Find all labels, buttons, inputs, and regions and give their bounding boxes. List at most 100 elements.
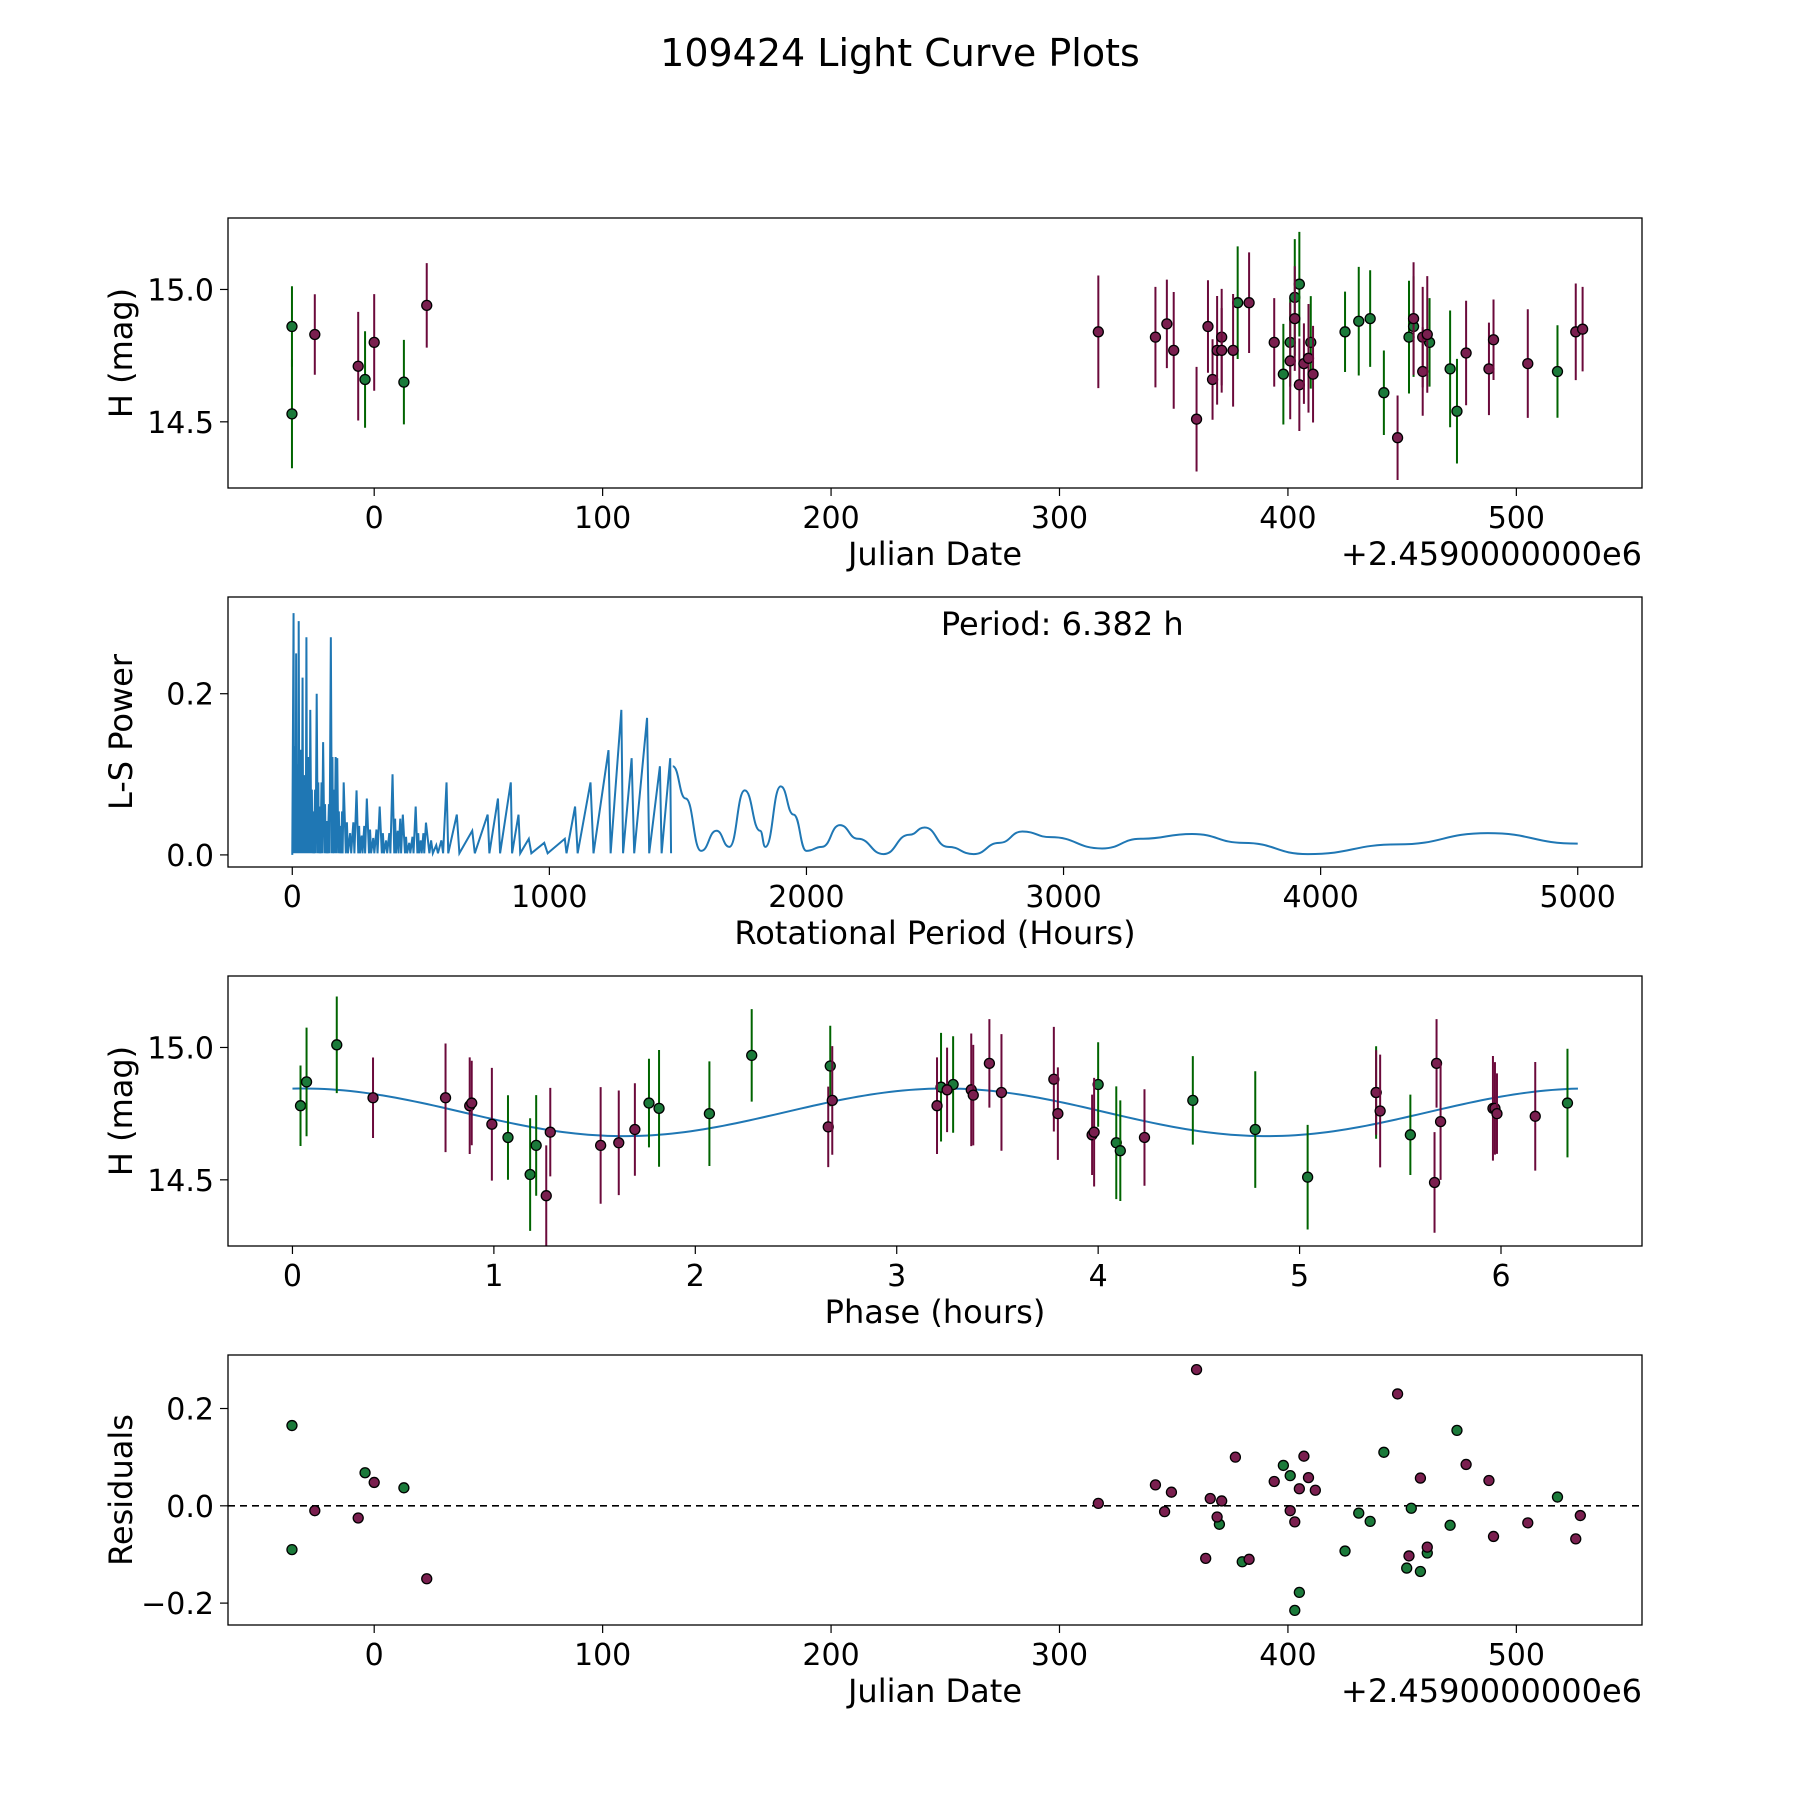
x-tick-label: 400 <box>1259 501 1316 536</box>
purple-point <box>1216 344 1228 357</box>
purple-point <box>1088 1126 1100 1138</box>
y-axis-label: H (mag) <box>102 288 140 418</box>
purple-point <box>368 336 380 349</box>
x-tick-label: 300 <box>1031 501 1088 536</box>
purple-point <box>1243 297 1255 309</box>
purple-point <box>1407 312 1420 325</box>
purple-point <box>613 1137 625 1149</box>
x-axis-label: Phase (hours) <box>825 1293 1046 1331</box>
green-point <box>1444 1519 1456 1531</box>
plot-area <box>228 1363 1642 1617</box>
green-point <box>1249 1123 1261 1136</box>
x-tick-label: 4 <box>1089 1259 1108 1294</box>
x-tick-label: 2000 <box>768 880 844 915</box>
green-point <box>1277 368 1290 380</box>
purple-point <box>1529 1110 1541 1122</box>
purple-point <box>1190 413 1203 425</box>
green-point <box>1551 365 1564 378</box>
x-tick-label: 3000 <box>1025 880 1101 915</box>
green-point <box>1293 278 1306 290</box>
purple-point <box>1307 368 1319 380</box>
green-point <box>300 1076 313 1088</box>
purple-point <box>1138 1131 1151 1144</box>
purple-point <box>1284 1505 1296 1517</box>
green-point <box>1277 1459 1290 1472</box>
green-point <box>1353 315 1365 327</box>
green-point <box>1305 336 1317 349</box>
lightcurve-panel: 0 100 200 300 400 500 14.5 15.0 Julian Date H (ma… <box>102 217 1643 573</box>
purple-point <box>309 328 321 341</box>
purple-point <box>1268 336 1280 349</box>
x-tick-label: 400 <box>1259 1638 1316 1673</box>
x-tick-label: 0 <box>283 880 302 915</box>
purple-point <box>594 1139 607 1152</box>
purple-point <box>1391 1388 1404 1400</box>
plot-area <box>286 231 1589 480</box>
x-axis-label: Julian Date <box>846 1672 1022 1710</box>
y-tick-label: 0.0 <box>166 1490 214 1525</box>
purple-point <box>1200 1552 1212 1565</box>
purple-point <box>983 1057 996 1070</box>
green-point <box>1301 1171 1314 1183</box>
purple-point <box>1522 357 1534 370</box>
x-offset-text: +2.4590000000e6 <box>1341 1672 1642 1710</box>
green-point <box>398 1482 410 1494</box>
y-axis-label: Residuals <box>102 1414 140 1566</box>
purple-point <box>486 1118 498 1130</box>
green-point <box>703 1107 716 1120</box>
x-tick-label: 6 <box>1491 1259 1510 1294</box>
green-point <box>286 1543 298 1556</box>
green-point <box>1414 1565 1427 1578</box>
y-tick-label: 14.5 <box>147 406 214 441</box>
x-tick-label: 2 <box>686 1259 705 1294</box>
purple-point <box>1483 1474 1495 1487</box>
green-point <box>286 320 298 333</box>
green-point <box>1284 1469 1296 1482</box>
purple-point <box>1293 1483 1306 1495</box>
purple-point <box>352 1512 364 1524</box>
green-point <box>1444 363 1456 375</box>
y-tick-label: 0.2 <box>166 1393 214 1428</box>
x-tick-label: 200 <box>802 501 859 536</box>
green-point <box>294 1100 307 1112</box>
axes-frame <box>227 1354 1643 1626</box>
purple-point <box>1289 1516 1301 1528</box>
green-point <box>286 1419 298 1432</box>
purple-point <box>544 1126 556 1138</box>
purple-point <box>1092 1497 1104 1510</box>
green-point <box>643 1097 655 1109</box>
purple-point <box>1428 1176 1441 1189</box>
green-point <box>286 408 298 420</box>
green-point <box>398 376 410 388</box>
green-point <box>530 1139 542 1152</box>
green-point <box>1451 405 1463 417</box>
periodogram-line <box>672 765 1578 856</box>
green-point <box>1232 297 1244 309</box>
purple-point <box>540 1190 552 1202</box>
purple-point <box>1206 373 1219 386</box>
y-tick-label: 0.2 <box>166 678 214 713</box>
green-point <box>824 1060 836 1072</box>
purple-point <box>1302 1471 1315 1484</box>
x-tick-label: 4000 <box>1282 880 1358 915</box>
purple-point <box>1243 1553 1255 1565</box>
purple-point <box>1421 1541 1433 1553</box>
purple-point <box>1216 1495 1228 1507</box>
axes-frame <box>227 975 1643 1247</box>
purple-point <box>995 1086 1008 1099</box>
purple-point <box>1491 1107 1503 1120</box>
y-tick-label: 15.0 <box>147 273 214 308</box>
axes-frame <box>227 596 1643 868</box>
green-point <box>1114 1145 1126 1157</box>
purple-point <box>629 1123 641 1136</box>
green-point <box>1364 312 1376 325</box>
x-tick-label: 1 <box>484 1259 503 1294</box>
plot-area <box>292 996 1578 1246</box>
purple-point <box>1052 1107 1064 1120</box>
purple-point <box>1421 328 1433 341</box>
purple-point <box>1211 1511 1223 1523</box>
purple-point <box>1487 1530 1500 1543</box>
purple-point <box>1268 1475 1280 1488</box>
purple-point <box>1460 1458 1472 1471</box>
